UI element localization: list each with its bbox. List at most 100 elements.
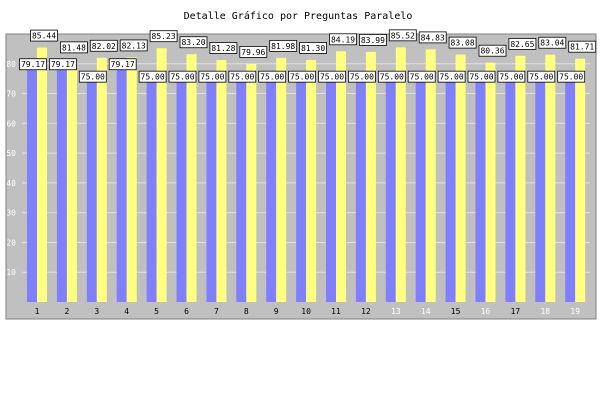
bar-series-2 [156, 48, 167, 303]
data-label-series-1-box [198, 70, 227, 83]
data-label-series-2-box [239, 45, 268, 58]
x-tick-label: 5 [154, 307, 159, 316]
bar-series-2 [66, 59, 77, 302]
bar-series-1 [296, 78, 307, 303]
data-label-series-1-box [318, 70, 346, 83]
x-tick-label: 15 [451, 307, 461, 316]
x-tick-label: 6 [184, 307, 189, 316]
data-label-series-2-box [149, 30, 178, 43]
data-label-series-1: 75.00 [170, 73, 194, 82]
data-label-series-1: 75.00 [260, 73, 284, 82]
bar-series-1 [415, 78, 426, 303]
data-label-series-1-box [467, 70, 496, 83]
data-label-series-1-box [497, 70, 526, 83]
data-label-series-1-box [437, 70, 466, 83]
data-label-series-2: 83.04 [540, 39, 564, 48]
bar-series-2 [485, 62, 496, 302]
x-tick-label: 19 [570, 307, 580, 316]
data-label-series-1: 75.00 [469, 73, 493, 82]
bar-series-2 [216, 59, 227, 303]
data-label-series-1: 75.00 [290, 73, 314, 82]
x-tick-label: 11 [331, 307, 341, 316]
x-tick-label: 9 [274, 307, 279, 316]
x-axis-ticks: 1 2 3 4 5 6 7 8 9 10 11 12 13 14 15 16 17 18 19 [35, 307, 581, 316]
data-label-series-1: 75.00 [529, 73, 553, 82]
data-label-series-1: 75.00 [559, 73, 583, 82]
bar-series-1 [445, 78, 456, 303]
bar-series-1 [146, 78, 157, 303]
bar-series-2 [395, 47, 406, 303]
data-label-series-1-box [288, 70, 317, 83]
data-label-series-2-box [30, 29, 58, 42]
data-label-series-2: 79.96 [241, 48, 265, 57]
data-label-series-1: 79.17 [21, 60, 45, 69]
data-labels: 79.17 79.17 75.00 79.17 75.00 75.00 75.00 75.00… [19, 29, 597, 83]
data-label-series-2-box [329, 33, 357, 46]
data-label-series-2-box [418, 31, 447, 44]
bar-series-1 [385, 78, 396, 303]
data-label-series-2: 81.71 [570, 43, 594, 52]
data-label-series-1-box [49, 58, 77, 71]
data-label-series-2: 81.28 [211, 44, 235, 53]
y-tick-label: 30 [6, 209, 16, 218]
bar-series-1 [505, 78, 516, 303]
data-label-series-2-box [119, 39, 148, 52]
bar-series-1 [535, 78, 546, 303]
data-label-series-1-box [138, 70, 167, 83]
x-tick-label: 2 [64, 307, 69, 316]
x-tick-label: 8 [244, 307, 249, 316]
data-label-series-2-box [60, 41, 88, 54]
data-label-series-2-box [179, 36, 208, 49]
chart-title: Detalle Gráfico por Preguntas Paralelo [184, 10, 413, 22]
bar-series-1 [86, 78, 97, 303]
bar-series-2 [96, 57, 107, 302]
bar-series-2 [336, 51, 346, 302]
x-tick-label: 13 [391, 307, 401, 316]
data-label-series-2: 85.44 [32, 32, 56, 41]
data-label-series-1: 79.17 [51, 60, 75, 69]
bar-series-1 [565, 78, 576, 303]
bar-series-2 [365, 51, 376, 302]
data-label-series-2: 83.99 [361, 36, 385, 45]
bar-series-2 [455, 54, 466, 302]
data-label-series-1-box [19, 58, 47, 71]
data-label-series-2-box [299, 42, 328, 54]
data-label-series-1-box [377, 70, 406, 83]
y-tick-label: 50 [6, 149, 16, 158]
data-label-series-1-box [557, 70, 586, 83]
bar-series-1 [326, 78, 336, 303]
data-label-series-1: 75.00 [141, 73, 165, 82]
y-tick-label: 40 [6, 179, 16, 188]
x-tick-label: 14 [421, 307, 431, 316]
data-label-series-2: 85.23 [152, 32, 176, 41]
y-tick-label: 70 [6, 90, 16, 99]
data-label-series-2: 84.83 [421, 33, 445, 42]
bar-series-1 [355, 78, 366, 303]
data-label-series-1-box [258, 70, 287, 83]
x-tick-label: 18 [540, 307, 550, 316]
data-label-series-1-box [347, 70, 376, 83]
data-label-series-2: 82.65 [510, 40, 534, 49]
bar-series-1 [236, 78, 247, 303]
y-axis-ticks: 10 20 30 40 50 60 70 80 [6, 60, 16, 277]
bar-series-2 [575, 58, 586, 303]
data-label-series-1: 75.00 [320, 73, 344, 82]
bar-series-2 [186, 54, 197, 303]
bar-series-2 [37, 47, 47, 302]
y-tick-label: 20 [6, 238, 16, 247]
data-label-series-1: 75.00 [200, 73, 224, 82]
x-tick-label: 10 [301, 307, 311, 316]
y-tick-label: 80 [6, 60, 16, 69]
data-label-series-1-box [407, 70, 436, 83]
data-label-series-2-box [89, 39, 118, 52]
x-tick-label: 16 [481, 307, 491, 316]
data-label-series-2-box [568, 40, 597, 53]
bar-series-2 [545, 54, 556, 302]
bar-series-1 [56, 66, 67, 303]
data-label-series-2: 80.36 [480, 47, 504, 56]
data-label-series-2-box [209, 42, 238, 54]
x-tick-label: 12 [361, 307, 371, 316]
bar-series-1 [116, 66, 127, 303]
data-label-series-1: 75.00 [410, 73, 434, 82]
